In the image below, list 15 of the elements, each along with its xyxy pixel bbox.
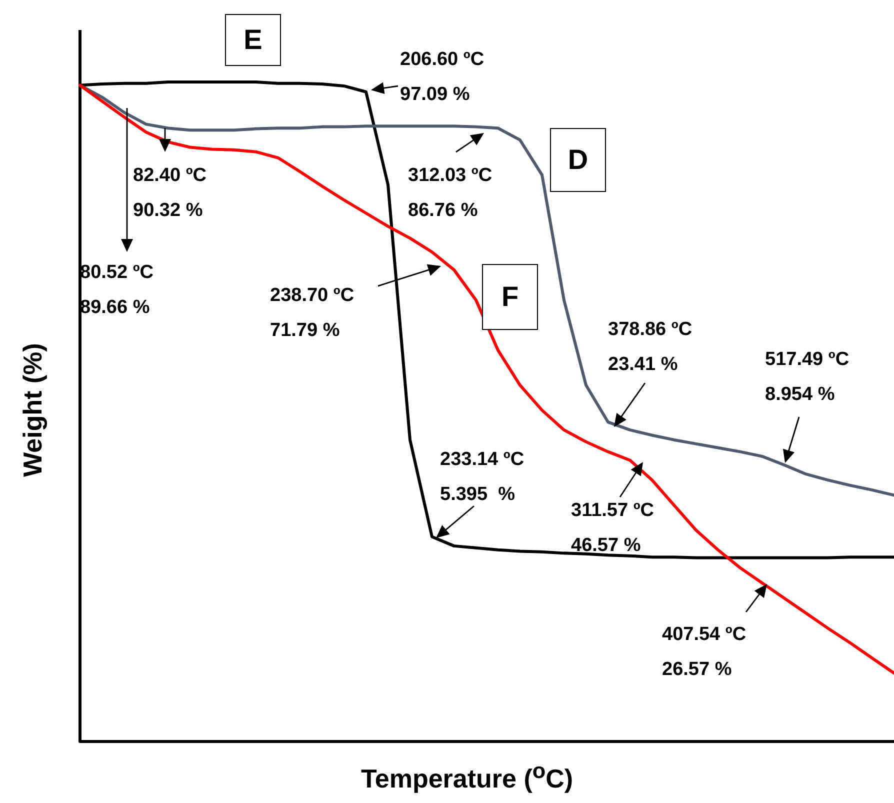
series-label: F	[482, 264, 538, 330]
annotation: 82.40 ºC 90.32 %	[133, 164, 206, 223]
annotation: 312.03 ºC 86.76 %	[408, 164, 492, 223]
annotation: 517.49 ºC 8.954 %	[765, 348, 850, 407]
annotation: 80.52 ºC 89.66 %	[80, 261, 154, 320]
annotation: 238.70 ºC 71.79 %	[270, 284, 354, 343]
annotation: 378.86 ºC 23.41 %	[608, 318, 692, 377]
x-axis-title: Temperature ($^{o}$C)	[360, 758, 574, 795]
annotation: 206.60 ºC 97.09 %	[400, 48, 484, 107]
annotation: 233.14 ºC 5.395 %	[440, 448, 524, 507]
annotation: 407.54 ºC 26.57 %	[662, 623, 746, 682]
series-label: D	[550, 128, 606, 192]
series-label: E	[225, 14, 281, 66]
y-axis-title: Weight (%)	[18, 343, 48, 477]
annotation: 311.57 ºC 46.57 %	[571, 499, 654, 558]
